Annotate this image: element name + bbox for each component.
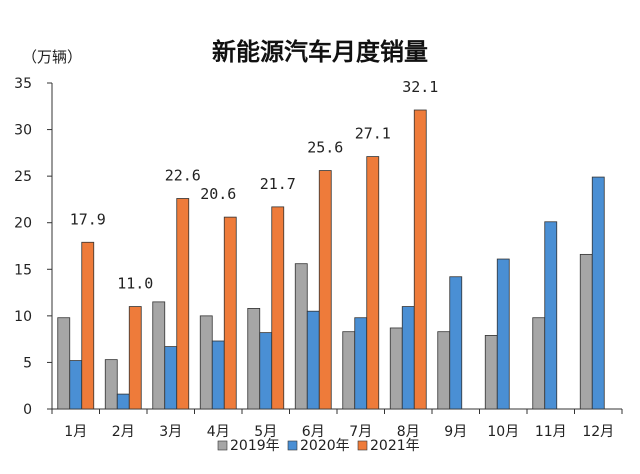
- legend-label: 2021年: [370, 438, 420, 454]
- x-tick-label: 11月: [535, 424, 567, 440]
- bar-2019年-5月: [247, 308, 261, 410]
- x-tick-label: 5月: [254, 424, 277, 440]
- bar-2020年-1月: [69, 360, 83, 410]
- bar-2020年-2月: [116, 393, 130, 410]
- unit-label: （万辆）: [22, 48, 82, 66]
- data-label: 17.9: [70, 210, 106, 228]
- bar-2019年-4月: [199, 315, 213, 410]
- bar-2020年-3月: [164, 346, 178, 410]
- bar-2021年-6月: [318, 170, 332, 410]
- bar-2020年-6月: [306, 310, 320, 410]
- axes: 0 5 10 15 20 25 30 35 1月 2月 3月 4月 5月 6月 7月 8月 9月 10月 11月 12…: [14, 76, 623, 440]
- bar-2020年-9月: [449, 276, 463, 410]
- chart-title: 新能源汽车月度销量: [212, 38, 428, 66]
- bar-2021年-2月: [128, 306, 142, 410]
- x-tick-label: 8月: [397, 424, 420, 440]
- legend-label: 2020年: [300, 438, 350, 454]
- bars: [57, 109, 605, 410]
- bar-2019年-2月: [104, 359, 118, 410]
- legend-swatch: [217, 440, 228, 451]
- data-label: 11.0: [117, 275, 153, 293]
- bar-2019年-1月: [57, 317, 71, 410]
- data-label: 27.1: [355, 125, 391, 143]
- x-tick-label: 10月: [487, 424, 519, 440]
- bar-2020年-11月: [544, 221, 558, 410]
- data-label: 25.6: [307, 139, 343, 157]
- bar-2019年-10月: [484, 335, 498, 410]
- bar-2019年-11月: [532, 317, 546, 410]
- x-tick-label: 1月: [64, 424, 87, 440]
- y-tick-label: 35: [14, 76, 32, 92]
- legend: 2019年 2020年 2021年: [217, 438, 420, 454]
- data-label: 21.7: [260, 175, 296, 193]
- bar-2019年-7月: [342, 331, 356, 410]
- x-tick-label: 3月: [159, 424, 182, 440]
- y-tick-label: 30: [14, 123, 32, 139]
- y-tick-label: 25: [14, 169, 32, 185]
- bar-2020年-4月: [211, 340, 225, 410]
- x-tick-label: 12月: [582, 424, 614, 440]
- y-tick-label: 15: [14, 262, 32, 278]
- bar-2019年-8月: [389, 327, 403, 410]
- bar-2021年-1月: [81, 241, 95, 410]
- y-tick-label: 0: [23, 402, 32, 418]
- data-label: 22.6: [165, 166, 201, 184]
- x-tick-label: 6月: [302, 424, 325, 440]
- x-tick-label: 9月: [444, 424, 467, 440]
- bar-2021年-4月: [223, 216, 237, 410]
- bar-2020年-10月: [496, 258, 510, 410]
- x-tick-label: 2月: [112, 424, 135, 440]
- y-tick-label: 20: [14, 216, 32, 232]
- bar-2019年-6月: [294, 263, 308, 410]
- legend-swatch: [357, 440, 368, 451]
- legend-swatch: [287, 440, 298, 451]
- data-labels: 17.9 11.0 22.620.6 21.7 25.6 27.1 32.1: [70, 78, 439, 293]
- bar-2019年-9月: [437, 331, 451, 410]
- legend-label: 2019年: [230, 438, 280, 454]
- bar-2020年-7月: [354, 317, 368, 410]
- data-label: 20.6: [200, 185, 236, 203]
- bar-2020年-5月: [259, 332, 273, 410]
- y-tick-label: 10: [14, 309, 32, 325]
- bar-2020年-8月: [401, 306, 415, 410]
- x-tick-label: 4月: [207, 424, 230, 440]
- bar-2020年-12月: [591, 176, 605, 410]
- bar-2019年-3月: [152, 301, 166, 410]
- bar-2021年-8月: [413, 109, 427, 410]
- bar-2021年-7月: [366, 156, 380, 410]
- bar-2021年-3月: [176, 198, 190, 410]
- bar-2021年-5月: [271, 206, 285, 410]
- x-tick-label: 7月: [349, 424, 372, 440]
- y-tick-label: 5: [23, 355, 32, 371]
- bar-2019年-12月: [579, 253, 593, 410]
- data-label: 32.1: [402, 78, 438, 96]
